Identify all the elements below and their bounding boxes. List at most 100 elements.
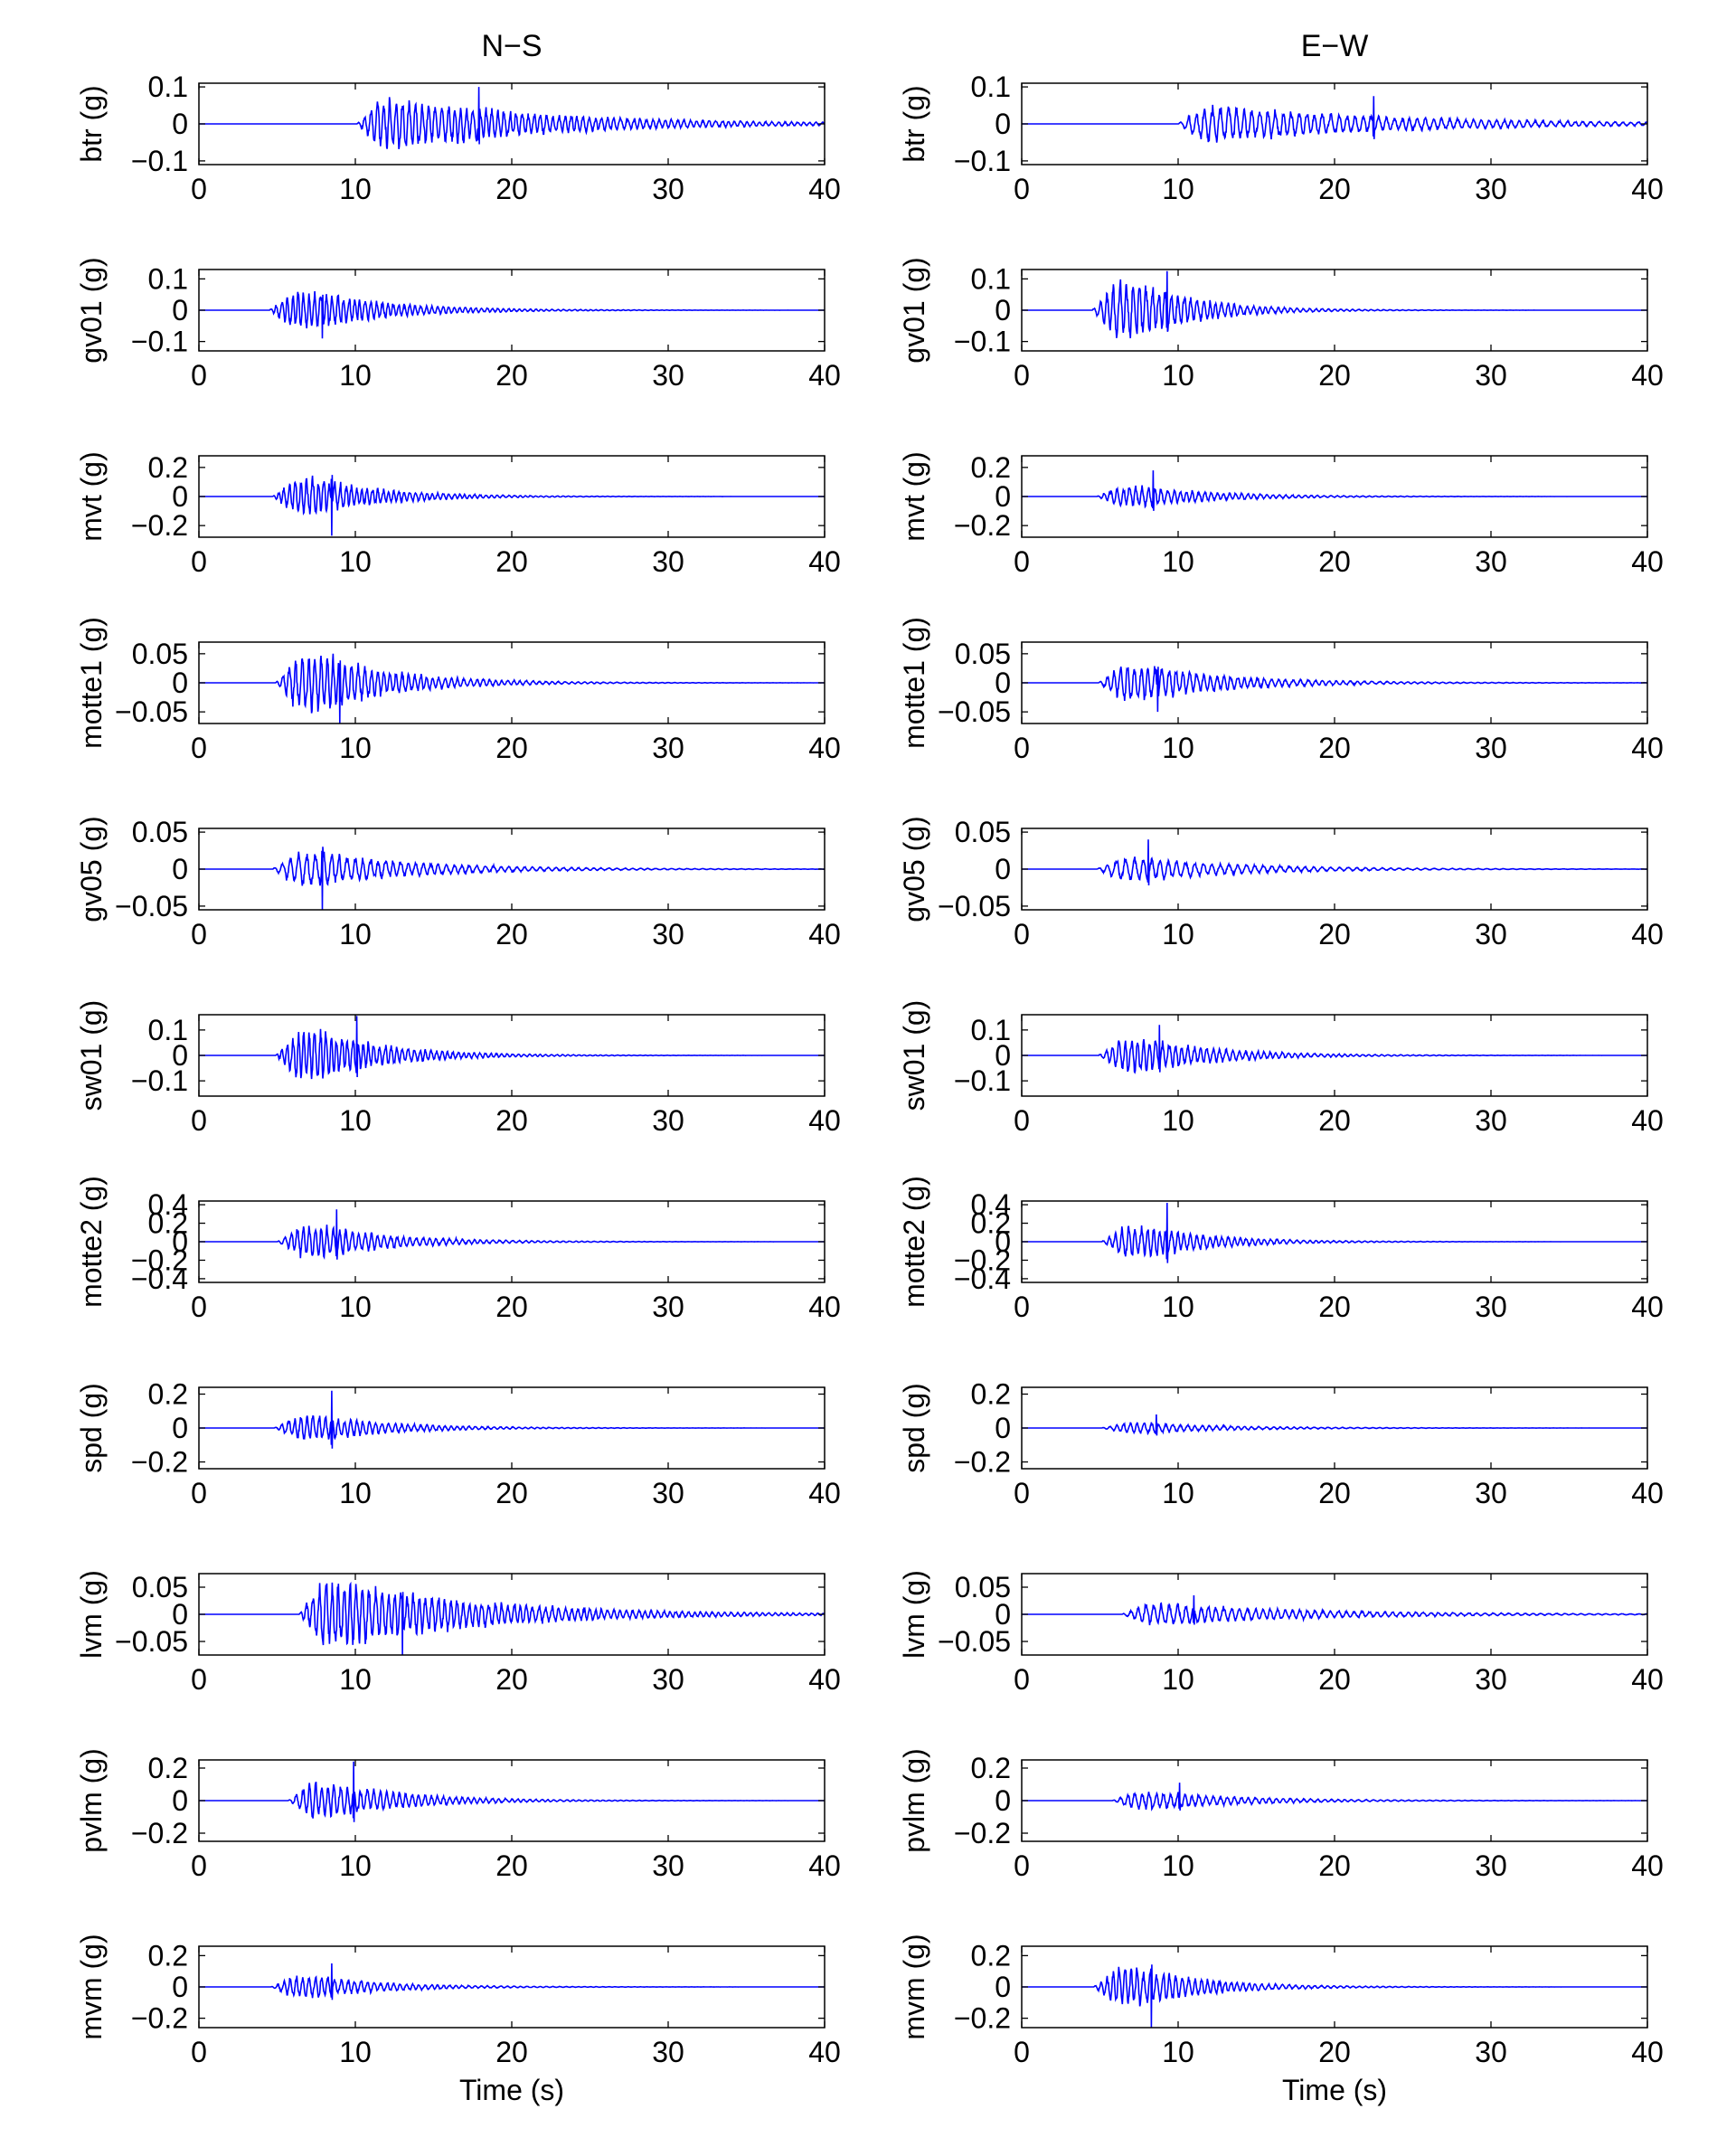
y-tick-label: 0 [995, 1784, 1011, 1817]
x-tick-label: 20 [1318, 1291, 1351, 1323]
y-axis-label: motte1 (g) [898, 617, 930, 749]
x-tick-label: 40 [1631, 918, 1664, 951]
x-tick-label: 20 [495, 1663, 528, 1696]
x-tick-label: 30 [652, 1104, 684, 1137]
x-tick-label: 0 [191, 1663, 207, 1696]
x-tick-label: 20 [495, 1291, 528, 1323]
x-tick-label: 0 [191, 918, 207, 951]
y-tick-label: −0.2 [954, 2002, 1011, 2035]
y-tick-label: 0.2 [971, 451, 1011, 484]
y-tick-label: 0.1 [148, 71, 188, 103]
x-tick-label: 10 [1162, 359, 1194, 392]
x-tick-label: 40 [808, 1291, 841, 1323]
x-tick-label: 30 [1475, 1477, 1507, 1509]
x-tick-label: 0 [1014, 918, 1030, 951]
x-tick-label: 40 [1631, 2036, 1664, 2068]
x-tick-label: 40 [808, 173, 841, 205]
trace-motte1-ew [1022, 666, 1647, 713]
y-tick-label: 0 [172, 1412, 188, 1444]
x-tick-label: 0 [1014, 1104, 1030, 1137]
y-axis-label: gv01 (g) [75, 257, 108, 363]
y-tick-label: −0.2 [954, 1446, 1011, 1479]
y-axis-label: motte2 (g) [898, 1176, 930, 1308]
y-tick-label: −0.4 [954, 1263, 1011, 1295]
y-tick-label: 0 [172, 1971, 188, 2003]
x-tick-label: 0 [1014, 1663, 1030, 1696]
y-tick-label: 0 [995, 1225, 1011, 1258]
y-tick-label: 0 [995, 480, 1011, 513]
y-tick-label: −0.05 [115, 1625, 188, 1658]
x-tick-label: 10 [1162, 1291, 1194, 1323]
y-tick-label: 0.2 [148, 1939, 188, 1972]
y-tick-label: 0 [172, 853, 188, 885]
y-tick-label: 0.2 [971, 1939, 1011, 1972]
y-tick-label: −0.05 [115, 890, 188, 922]
y-tick-label: 0 [172, 1598, 188, 1631]
y-tick-label: 0.2 [971, 1207, 1011, 1240]
trace-motte1-ns [199, 653, 825, 724]
y-axis-label: sw01 (g) [898, 1000, 930, 1111]
x-tick-label: 10 [1162, 2036, 1194, 2068]
x-tick-label: 0 [191, 1477, 207, 1509]
x-tick-label: 40 [808, 1849, 841, 1882]
x-tick-label: 10 [339, 1291, 372, 1323]
x-tick-label: 0 [191, 173, 207, 205]
y-axis-label: sw01 (g) [75, 1000, 108, 1111]
x-tick-label: 10 [1162, 173, 1194, 205]
y-tick-label: 0 [995, 1039, 1011, 1072]
x-tick-label: 30 [652, 1477, 684, 1509]
y-axis-label: lvm (g) [75, 1570, 108, 1659]
trace-gv05-ns [199, 847, 825, 910]
x-tick-label: 30 [1475, 1104, 1507, 1137]
x-tick-label: 40 [808, 918, 841, 951]
x-tick-label: 10 [1162, 918, 1194, 951]
y-axis-label: spd (g) [75, 1383, 108, 1473]
y-axis-label: mvm (g) [75, 1934, 108, 2039]
x-tick-label: 20 [1318, 732, 1351, 764]
y-tick-label: 0.4 [148, 1188, 188, 1221]
x-tick-label: 40 [1631, 1104, 1664, 1137]
x-tick-label: 20 [1318, 1663, 1351, 1696]
y-tick-label: 0.1 [971, 1014, 1011, 1046]
x-tick-label: 40 [808, 1477, 841, 1509]
y-tick-label: 0 [995, 667, 1011, 699]
x-tick-label: 30 [652, 545, 684, 578]
x-tick-label: 10 [339, 1663, 372, 1696]
x-tick-label: 0 [191, 2036, 207, 2068]
y-tick-label: −0.1 [131, 145, 188, 177]
x-tick-label: 0 [191, 1849, 207, 1882]
x-tick-label: 10 [339, 359, 372, 392]
x-axis-label: Time (s) [1282, 2074, 1387, 2106]
x-tick-label: 40 [1631, 545, 1664, 578]
trace-lvm-ns [199, 1581, 825, 1655]
y-tick-label: −0.2 [131, 2002, 188, 2035]
x-tick-label: 10 [339, 918, 372, 951]
x-tick-label: 30 [652, 1849, 684, 1882]
y-axis-label: pvlm (g) [898, 1748, 930, 1853]
x-tick-label: 30 [652, 918, 684, 951]
x-tick-label: 20 [1318, 1104, 1351, 1137]
y-tick-label: −0.4 [131, 1263, 188, 1295]
x-tick-label: 40 [808, 732, 841, 764]
x-tick-label: 0 [191, 1104, 207, 1137]
y-tick-label: −0.05 [938, 1625, 1011, 1658]
x-tick-label: 10 [339, 1104, 372, 1137]
x-tick-label: 10 [1162, 1104, 1194, 1137]
y-tick-label: 0 [172, 294, 188, 326]
y-tick-label: 0.05 [955, 816, 1011, 848]
y-tick-label: −0.1 [954, 1064, 1011, 1097]
y-tick-label: −0.2 [131, 509, 188, 542]
x-tick-label: 30 [652, 359, 684, 392]
y-tick-label: 0 [172, 108, 188, 140]
y-tick-label: 0.2 [971, 1752, 1011, 1784]
